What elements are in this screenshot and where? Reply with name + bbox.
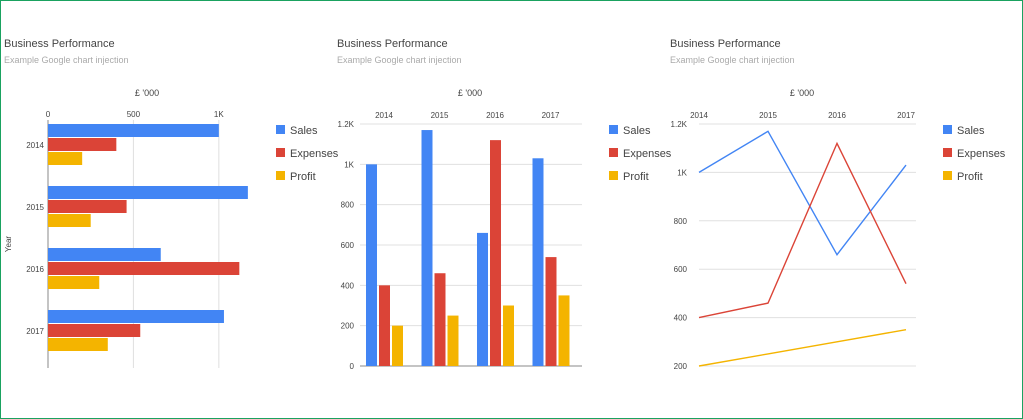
chart3-legend-swatch-2 [943,171,952,180]
chart1-y-axis-title: Year [4,236,13,253]
chart2-legend-swatch-0 [609,125,618,134]
chart2-bar-2014-2 [392,325,403,366]
chart2-bar-2015-0 [421,130,433,366]
chart3-legend-label-0: Sales [957,125,985,137]
chart3-tick-label-5: 1.2K [671,120,688,129]
chart2-category-label-0: 2014 [375,111,393,120]
chart1-bar-2017-2 [48,338,108,351]
chart1-subtitle: Example Google chart injection [4,55,129,65]
chart1-category-label-3: 2017 [26,327,44,336]
chart2-tick-label-4: 800 [341,201,355,210]
chart3-tick-label-1: 400 [674,314,688,323]
chart1-tick-label-0: 0 [46,110,51,119]
chart1-bar-2014-2 [48,152,83,165]
chart1-legend-swatch-2 [276,171,285,180]
chart2-tick-label-5: 1K [344,160,354,169]
chart1-bar-2015-2 [48,214,91,227]
chart1-tick-label-2: 1K [214,110,224,119]
chart2-bar-2016-2 [503,305,514,366]
chart1-bar-2014-0 [48,124,219,137]
chart2-bar-2014-1 [379,285,390,366]
chart1-category-label-1: 2015 [26,203,44,212]
chart2-category-label-3: 2017 [542,111,560,120]
chart3-subtitle: Example Google chart injection [670,55,795,65]
chart3-legend-label-2: Profit [957,171,983,183]
chart1-bar-2016-0 [48,248,161,261]
chart3-tick-label-0: 200 [674,362,688,371]
chart1-tick-label-1: 500 [127,110,141,119]
chart2-tick-label-1: 200 [341,322,355,331]
chart2-category-label-2: 2016 [486,111,504,120]
chart2-bar-2017-2 [558,295,570,366]
chart2-tick-label-2: 400 [341,281,355,290]
chart1-bar-2014-1 [48,138,117,151]
chart3-axis-title: £ '000 [790,88,814,98]
chart2-legend-label-1: Expenses [623,148,672,160]
chart2-tick-label-3: 600 [341,241,355,250]
chart2-tick-label-0: 0 [350,362,355,371]
chart1-legend-label-1: Expenses [290,148,339,160]
chart2-legend-swatch-1 [609,148,618,157]
chart2-title: Business Performance [337,38,448,50]
chart1-legend-label-0: Sales [290,125,318,137]
chart3-category-label-0: 2014 [690,111,708,120]
chart1-bar-2015-0 [48,186,248,199]
chart2-legend-label-0: Sales [623,125,651,137]
chart1-bar-2016-2 [48,276,100,289]
chart3-legend-swatch-0 [943,125,952,134]
chart3-category-label-2: 2016 [828,111,846,120]
chart2-bar-2015-2 [447,315,459,366]
chart1-legend-swatch-0 [276,125,285,134]
chart1-axis-title: £ '000 [135,88,159,98]
chart3-legend-label-1: Expenses [957,148,1006,160]
chart1-legend-swatch-1 [276,148,285,157]
chart1-category-label-0: 2014 [26,141,44,150]
chart3-tick-label-4: 1K [677,168,687,177]
chart1-bar-2017-1 [48,324,141,337]
chart1-title: Business Performance [4,38,115,50]
chart2-bar-2016-0 [477,232,488,366]
chart3-series-line-1 [698,141,907,319]
chart2-bar-2016-1 [490,140,501,366]
chart1-legend-label-2: Profit [290,171,316,183]
chart3-category-label-1: 2015 [759,111,777,120]
chart2-tick-label-6: 1.2K [338,120,355,129]
chart2-bar-2014-0 [366,164,377,366]
chart2-category-label-1: 2015 [431,111,449,120]
chart2-subtitle: Example Google chart injection [337,55,462,65]
chart1-bar-2017-0 [48,310,224,323]
chart2-axis-title: £ '000 [458,88,482,98]
chart3-series-line-0 [698,130,907,256]
chart3-legend-swatch-1 [943,148,952,157]
chart2-bar-2015-1 [434,273,446,366]
chart1-bar-2016-1 [48,262,240,275]
chart3-title: Business Performance [670,38,781,50]
chart2-bar-2017-1 [545,257,557,366]
chart1-category-label-2: 2016 [26,265,44,274]
chart3-series-line-2 [698,329,907,367]
chart2-bar-2017-0 [532,158,544,366]
chart3-category-label-3: 2017 [897,111,915,120]
chart3-tick-label-2: 600 [674,265,688,274]
chart1-bar-2015-1 [48,200,127,213]
chart3-tick-label-3: 800 [674,217,688,226]
chart2-legend-label-2: Profit [623,171,649,183]
chart2-legend-swatch-2 [609,171,618,180]
